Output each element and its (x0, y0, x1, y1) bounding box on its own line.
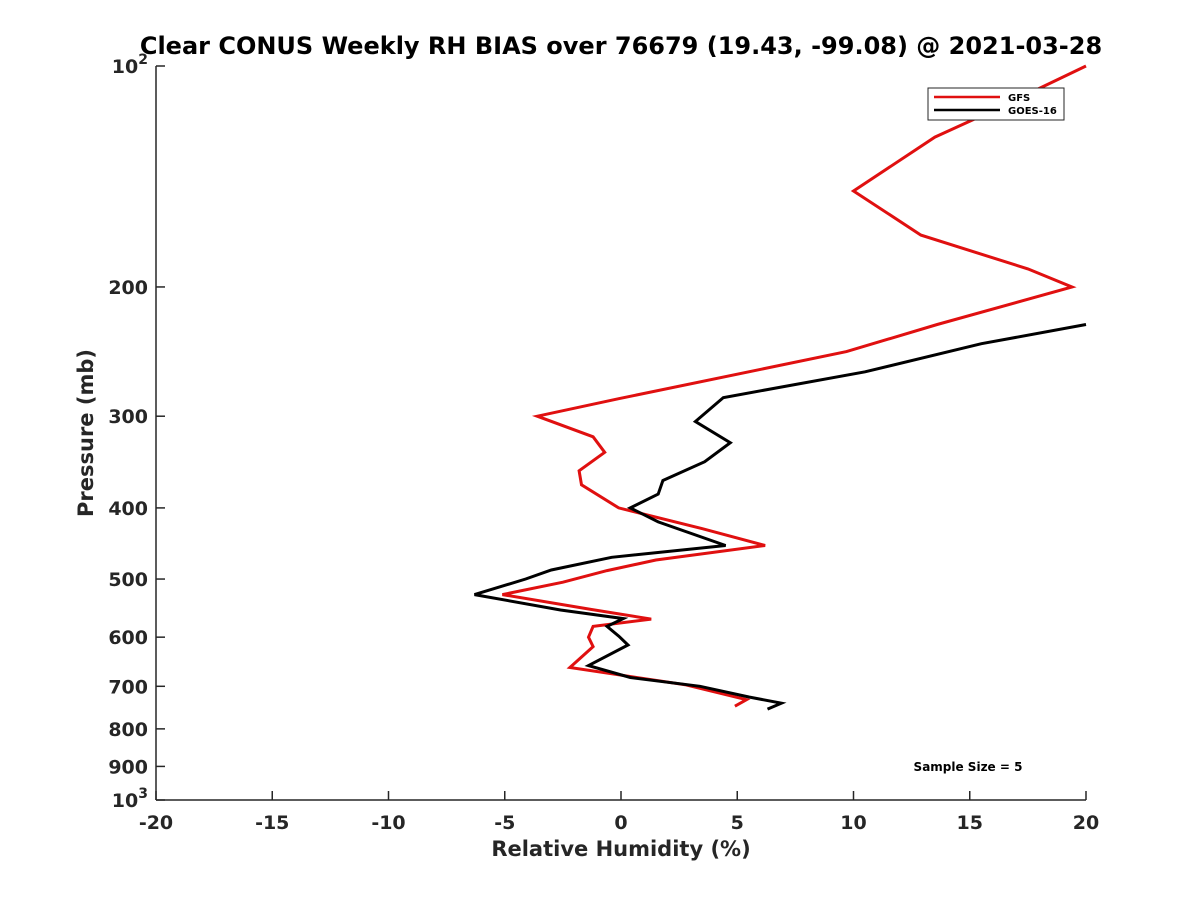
x-tick-label: 0 (614, 812, 627, 834)
y-axis-label: Pressure (mb) (74, 349, 98, 517)
x-tick-label: -5 (494, 812, 515, 834)
y-tick-label: 800 (108, 719, 148, 741)
series-layer (474, 64, 1087, 711)
y-tick-label: 300 (108, 406, 148, 428)
x-axis-ticks: -20 -15 -10 -5 0 5 10 15 20 (139, 791, 1099, 834)
x-tick-label: 15 (957, 812, 983, 834)
x-tick-label: -10 (371, 812, 405, 834)
y-tick-label: 700 (108, 676, 148, 698)
x-tick-label: 20 (1073, 812, 1099, 834)
y-tick-label: 600 (108, 627, 148, 649)
x-tick-label: -20 (139, 812, 173, 834)
legend-label-gfs: GFS (1008, 93, 1030, 104)
plot-area: -20 -15 -10 -5 0 5 10 15 20 102 200 300 400 500 600 70… (108, 52, 1099, 834)
sample-size-annotation: Sample Size = 5 (914, 760, 1023, 774)
chart-title: Clear CONUS Weekly RH BIAS over 76679 (1… (140, 32, 1102, 60)
legend-label-goes16: GOES-16 (1008, 106, 1057, 117)
y-tick-label: 200 (108, 277, 148, 299)
y-tick-label: 500 (108, 569, 148, 591)
legend-box (927, 87, 1065, 121)
x-tick-label: 5 (731, 812, 744, 834)
x-tick-label: -15 (255, 812, 289, 834)
legend: GFS GOES-16 (927, 87, 1065, 121)
series-line-gfs (502, 64, 1087, 708)
y-tick-label: 103 (112, 786, 148, 812)
x-axis-label: Relative Humidity (%) (491, 837, 750, 861)
y-tick-label: 400 (108, 498, 148, 520)
x-tick-label: 10 (840, 812, 866, 834)
y-tick-label: 900 (108, 756, 148, 778)
y-axis-ticks: 102 200 300 400 500 600 700 800 900 103 (108, 52, 165, 812)
series-line-goes16 (474, 323, 1087, 711)
y-tick-label: 102 (112, 52, 148, 78)
